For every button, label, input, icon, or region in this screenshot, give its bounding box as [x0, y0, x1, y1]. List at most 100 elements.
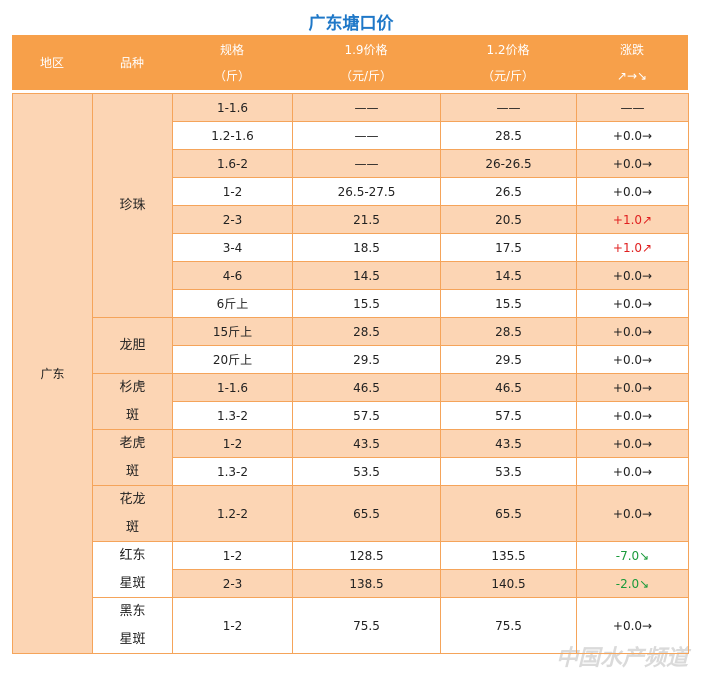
cell: 128.5 [292, 541, 441, 570]
cell-text: —— [354, 156, 379, 171]
cell: 138.5 [292, 569, 441, 598]
header-text: 品种 [119, 55, 144, 70]
cell-text: 4-6 [222, 268, 243, 283]
cell: 26-26.5 [440, 149, 577, 178]
variety-cell: 老虎斑 [92, 429, 173, 486]
cell-text: 135.5 [491, 548, 526, 563]
cell-text: 75.5 [495, 618, 522, 633]
cell: 26.5-27.5 [292, 177, 441, 206]
cell: 57.5 [440, 401, 577, 430]
cell-text: 1-2 [222, 548, 243, 563]
watermark: 中国水产频道 [555, 646, 688, 671]
cell: 20.5 [440, 205, 577, 234]
cell-text: 14.5 [353, 268, 380, 283]
cell: 46.5 [440, 373, 577, 402]
cell: 43.5 [292, 429, 441, 458]
cell: 46.5 [292, 373, 441, 402]
cell: +0.0→ [576, 597, 689, 654]
cell: 75.5 [292, 597, 441, 654]
variety-text: 杉虎斑 [119, 379, 146, 423]
cell-text: 28.5 [495, 128, 522, 143]
cell-text: 1-2 [222, 618, 243, 633]
variety-text: 红东星斑 [119, 547, 146, 591]
cell-text: +0.0→ [612, 618, 653, 633]
cell-text: 1-2 [222, 184, 243, 199]
cell-text: +1.0↗ [612, 212, 653, 227]
header-text: （斤） [213, 68, 250, 83]
cell: 26.5 [440, 177, 577, 206]
cell: 1.6-2 [172, 149, 293, 178]
cell: 1.3-2 [172, 401, 293, 430]
cell-text: 53.5 [353, 464, 380, 479]
variety-cell: 珍珠 [92, 93, 173, 318]
cell-text: +0.0→ [612, 296, 653, 311]
cell: 15.5 [440, 289, 577, 318]
cell-text: 26.5 [495, 184, 522, 199]
cell: +0.0→ [576, 261, 689, 290]
cell: +0.0→ [576, 401, 689, 430]
header-text: 规格 [219, 42, 244, 57]
cell-text: +0.0→ [612, 408, 653, 423]
cell: 28.5 [292, 317, 441, 346]
cell-text: 1.3-2 [216, 408, 249, 423]
cell: 20斤上 [172, 345, 293, 374]
header-cell: 规格 （斤） [172, 35, 292, 90]
cell-text: 26.5-27.5 [337, 184, 396, 199]
header-cell: 1.9价格 （元/斤） [292, 35, 440, 90]
cell-text: +0.0→ [612, 156, 653, 171]
header-cell: 涨跌 ↗→↘ [576, 35, 688, 90]
header-text: 1.2价格 [486, 42, 530, 57]
cell: +0.0→ [576, 317, 689, 346]
variety-cell: 红东星斑 [92, 541, 173, 598]
cell: 1-2 [172, 597, 293, 654]
cell-text: 17.5 [495, 240, 522, 255]
cell: 43.5 [440, 429, 577, 458]
cell-text: —— [354, 128, 379, 143]
cell-text: 65.5 [353, 506, 380, 521]
cell-text: +0.0→ [612, 436, 653, 451]
cell: 1-1.6 [172, 373, 293, 402]
cell-text: +0.0→ [612, 268, 653, 283]
header-cell: 地区 [12, 35, 92, 90]
header-text: ↗→↘ [616, 68, 648, 83]
header-cell: 1.2价格 （元/斤） [440, 35, 576, 90]
cell-text: +0.0→ [612, 464, 653, 479]
cell-text: 1.2-2 [216, 506, 249, 521]
cell-text: 28.5 [353, 324, 380, 339]
cell-text: 57.5 [495, 408, 522, 423]
cell-text: 15.5 [495, 296, 522, 311]
cell: +0.0→ [576, 373, 689, 402]
cell-text: 21.5 [353, 212, 380, 227]
cell-text: 2-3 [222, 576, 243, 591]
cell-text: 1.2-1.6 [211, 128, 254, 143]
cell: 29.5 [440, 345, 577, 374]
region-text: 广东 [40, 367, 65, 381]
cell: 53.5 [440, 457, 577, 486]
cell: 1.2-2 [172, 485, 293, 542]
cell-text: -7.0↘ [615, 548, 650, 563]
cell: —— [292, 149, 441, 178]
variety-text: 老虎斑 [119, 435, 146, 479]
cell: 14.5 [292, 261, 441, 290]
cell-text: -2.0↘ [615, 576, 650, 591]
cell: 135.5 [440, 541, 577, 570]
header-text: 涨跌 [619, 42, 644, 57]
cell-text: +0.0→ [612, 128, 653, 143]
cell-text: 1-1.6 [216, 380, 249, 395]
cell-text: 128.5 [349, 548, 384, 563]
cell: +0.0→ [576, 149, 689, 178]
cell: 6斤上 [172, 289, 293, 318]
cell-text: 14.5 [495, 268, 522, 283]
header-text: （元/斤） [339, 68, 393, 83]
cell: 140.5 [440, 569, 577, 598]
cell-text: 46.5 [495, 380, 522, 395]
cell-text: 140.5 [491, 576, 526, 591]
cell: -7.0↘ [576, 541, 689, 570]
cell: 15.5 [292, 289, 441, 318]
header-cell: 品种 [92, 35, 172, 90]
header-text: 1.9价格 [344, 42, 388, 57]
cell-text: 15.5 [353, 296, 380, 311]
cell: 65.5 [440, 485, 577, 542]
variety-text: 黑东星斑 [119, 603, 146, 647]
cell-text: +0.0→ [612, 380, 653, 395]
